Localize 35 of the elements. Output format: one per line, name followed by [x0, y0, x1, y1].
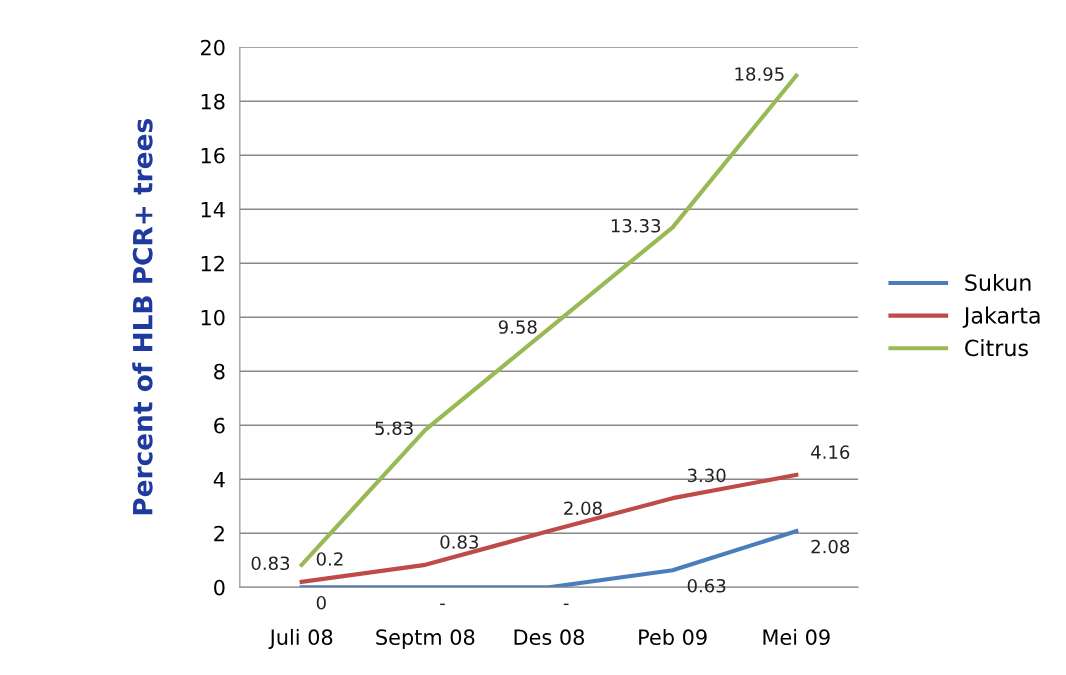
data-label: 18.95 — [735, 67, 784, 81]
data-label: 0.2 — [316, 552, 343, 566]
data-label: 9.58 — [498, 320, 537, 334]
data-label: 0 — [316, 595, 326, 610]
y-tick-label: 16 — [201, 147, 225, 164]
y-tick-label: 12 — [201, 255, 224, 272]
data-label: 0.63 — [687, 578, 726, 593]
legend-label: Sukun — [965, 273, 1031, 292]
data-label: 2.08 — [811, 539, 850, 554]
data-label: 2.08 — [564, 501, 602, 516]
data-label: 13.33 — [611, 218, 661, 233]
x-tick-label: Septm 08 — [376, 629, 475, 650]
legend-label: Citrus — [965, 339, 1028, 357]
y-tick-label: 14 — [201, 201, 225, 218]
y-axis-title: Percent of HLB PCR+ trees — [132, 119, 153, 515]
data-label: 0.83 — [440, 535, 478, 549]
data-label: - — [440, 603, 445, 606]
x-tick-label: Mei 09 — [763, 628, 830, 646]
data-label: 4.16 — [811, 445, 850, 459]
y-tick-label: 18 — [201, 93, 225, 110]
data-label: 0.83 — [251, 556, 290, 571]
data-label: 5.83 — [375, 421, 413, 436]
data-label: 3.30 — [687, 468, 726, 483]
y-tick-label: 10 — [201, 309, 225, 326]
data-label: - — [563, 603, 569, 606]
y-tick-label: 0 — [214, 579, 225, 596]
y-tick-label: 6 — [214, 417, 225, 434]
x-tick-label: Des 08 — [514, 629, 584, 646]
y-tick-label: 20 — [200, 39, 225, 56]
x-tick-label: Peb 09 — [639, 628, 707, 646]
y-tick-label: 2 — [214, 525, 224, 542]
legend-label: Jakarta — [962, 306, 1040, 328]
y-tick-label: 8 — [214, 363, 225, 380]
x-tick-label: Juli 08 — [268, 628, 333, 649]
y-tick-label: 4 — [213, 471, 225, 488]
